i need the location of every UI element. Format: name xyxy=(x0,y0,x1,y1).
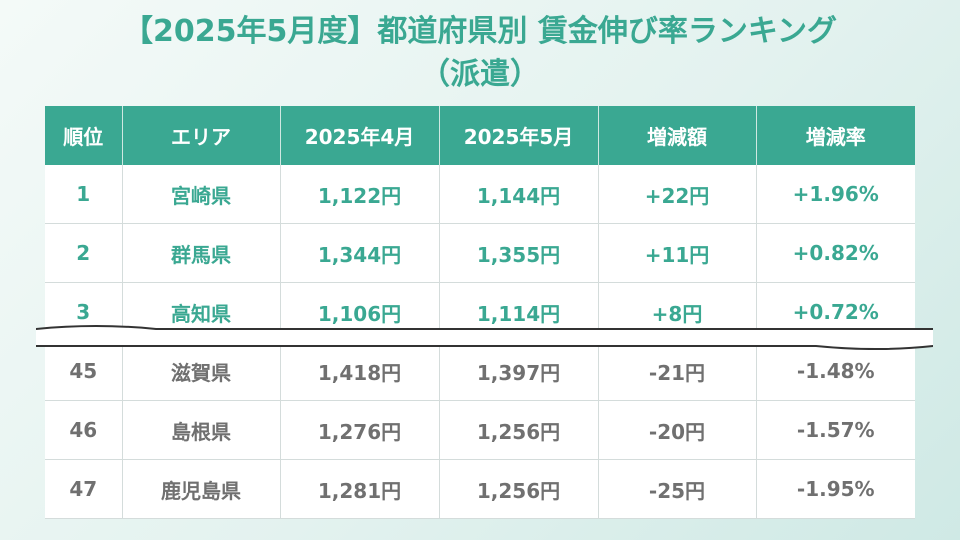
may-cell: 1,397円 xyxy=(438,341,598,401)
header-diff: 増減額 xyxy=(597,106,756,165)
table-row: 46 島根県 1,276円 1,256円 -20円 -1.57% xyxy=(45,400,915,460)
table-row: 45 滋賀県 1,418円 1,397円 -21円 -1.48% xyxy=(45,341,915,401)
april-cell: 1,122円 xyxy=(279,165,439,224)
rate-cell: +0.82% xyxy=(755,223,915,283)
diff-cell: -21円 xyxy=(597,341,756,401)
area-cell: 滋賀県 xyxy=(121,341,280,401)
april-cell: 1,418円 xyxy=(279,341,439,401)
may-cell: 1,256円 xyxy=(438,400,598,460)
diff-cell: +22円 xyxy=(597,165,756,224)
area-cell: 群馬県 xyxy=(121,223,280,283)
april-cell: 1,344円 xyxy=(279,223,439,283)
may-cell: 1,144円 xyxy=(438,165,598,224)
rank-cell: 45 xyxy=(45,341,122,401)
header-area: エリア xyxy=(121,106,280,165)
april-cell: 1,276円 xyxy=(279,400,439,460)
diff-cell: +11円 xyxy=(597,223,756,283)
rank-cell: 47 xyxy=(45,459,122,519)
area-cell: 鹿児島県 xyxy=(121,459,280,519)
table-row: 1 宮崎県 1,122円 1,144円 +22円 +1.96% xyxy=(45,165,915,224)
april-cell: 1,281円 xyxy=(279,459,439,519)
rank-cell: 46 xyxy=(45,400,122,460)
header-rank: 順位 xyxy=(45,106,122,165)
may-cell: 1,256円 xyxy=(438,459,598,519)
area-cell: 宮崎県 xyxy=(121,165,280,224)
diff-cell: -25円 xyxy=(597,459,756,519)
table-row: 2 群馬県 1,344円 1,355円 +11円 +0.82% xyxy=(45,223,915,283)
rate-cell: -1.95% xyxy=(755,459,915,519)
area-cell: 島根県 xyxy=(121,400,280,460)
diff-cell: -20円 xyxy=(597,400,756,460)
may-cell: 1,355円 xyxy=(438,223,598,283)
page-title: 【2025年5月度】都道府県別 賃金伸び率ランキング xyxy=(123,14,837,49)
header-row: 順位 エリア 2025年4月 2025年5月 増減額 増減率 xyxy=(45,106,915,165)
rate-cell: -1.48% xyxy=(755,341,915,401)
header-may: 2025年5月 xyxy=(438,106,598,165)
page-subtitle: （派遣） xyxy=(420,57,540,92)
omission-wave-divider xyxy=(36,325,933,350)
rate-cell: +1.96% xyxy=(755,165,915,224)
header-rate: 増減率 xyxy=(755,106,915,165)
rank-cell: 2 xyxy=(45,223,122,283)
ranking-table: 順位 エリア 2025年4月 2025年5月 増減額 増減率 1 宮崎県 1,1… xyxy=(45,106,915,519)
table-row: 47 鹿児島県 1,281円 1,256円 -25円 -1.95% xyxy=(45,459,915,519)
rank-cell: 1 xyxy=(45,165,122,224)
rate-cell: -1.57% xyxy=(755,400,915,460)
header-april: 2025年4月 xyxy=(279,106,439,165)
